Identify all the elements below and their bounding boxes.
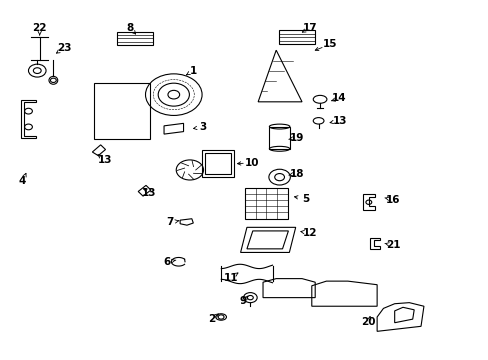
Text: 22: 22	[32, 23, 47, 33]
Text: 11: 11	[223, 273, 238, 283]
Text: 18: 18	[289, 168, 304, 179]
Text: 13: 13	[142, 188, 156, 198]
Bar	[244, 188, 287, 219]
Text: 19: 19	[289, 133, 304, 143]
Text: 23: 23	[57, 43, 71, 53]
Text: 21: 21	[385, 240, 400, 250]
Text: 3: 3	[199, 122, 206, 132]
Text: 17: 17	[303, 23, 317, 33]
Text: 12: 12	[303, 228, 317, 238]
Text: 8: 8	[126, 23, 133, 33]
Text: 2: 2	[207, 314, 215, 324]
Text: 1: 1	[189, 66, 197, 76]
Text: 6: 6	[163, 257, 171, 267]
Bar	[204, 153, 230, 174]
Text: 14: 14	[331, 93, 346, 103]
Text: 16: 16	[385, 195, 400, 205]
Text: 5: 5	[301, 194, 308, 204]
Bar	[202, 150, 233, 177]
Text: 7: 7	[166, 217, 174, 227]
Text: 9: 9	[240, 296, 246, 306]
Text: 20: 20	[361, 317, 375, 327]
Text: 13: 13	[98, 155, 113, 165]
Text: 13: 13	[332, 116, 346, 126]
Text: 10: 10	[244, 158, 259, 168]
Bar	[93, 84, 149, 139]
Text: 4: 4	[19, 176, 26, 186]
Bar	[116, 32, 153, 45]
Text: 15: 15	[322, 40, 336, 49]
Bar	[269, 127, 289, 149]
Bar	[278, 31, 315, 44]
